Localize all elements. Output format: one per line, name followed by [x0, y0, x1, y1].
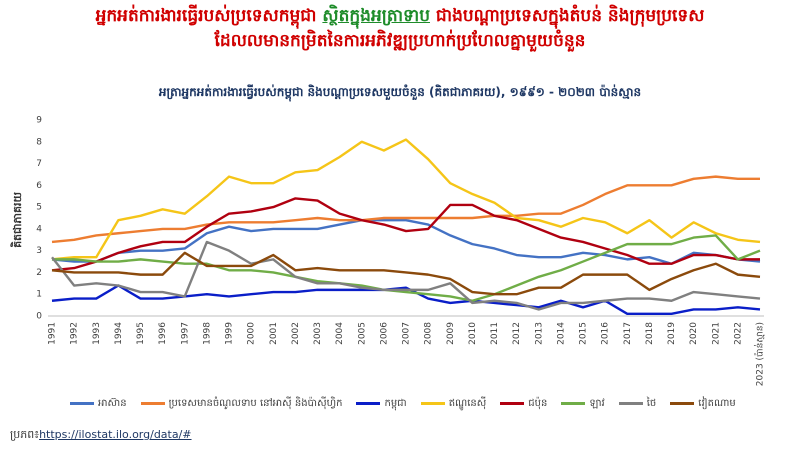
legend-swatch [420, 402, 445, 405]
x-tick-label: 2019 [667, 322, 677, 345]
title-highlight: ស្ថិតក្នុងអត្រាទាប [322, 6, 430, 26]
source-link[interactable]: https://ilostat.ilo.org/data/# [39, 428, 192, 441]
x-tick-label: 1999 [225, 322, 235, 345]
legend-swatch [500, 402, 525, 405]
x-tick-label: 2015 [579, 322, 589, 345]
x-tick-label: 1993 [92, 322, 102, 345]
x-tick-label: 2018 [645, 322, 655, 345]
x-tick-label: 2005 [357, 322, 367, 345]
legend-label: ឥណ្ឌូនេស៊ី [448, 398, 487, 409]
legend-item: ឥណ្ឌូនេស៊ី [420, 396, 487, 411]
legend-label: ប្រទេសមានចំណូលទាប នៅអាស៊ី និងប៉ាស៊ីហ្វិក [168, 398, 343, 409]
legend-label: ឡាវ [589, 398, 605, 409]
legend-swatch [140, 402, 165, 405]
legend-item: វៀតណាម [670, 396, 736, 411]
title-part: ជាងបណ្តាប្រទេសក្នុងតំបន់ និងក្រុមប្រទេស [435, 6, 705, 26]
series-line [51, 240, 761, 311]
x-tick-label: 2013 [534, 322, 544, 345]
x-tick-label: 1992 [70, 322, 80, 345]
x-tick-label: 2001 [269, 322, 279, 345]
source: ប្រភព៖https://ilostat.ilo.org/data/# [10, 428, 192, 444]
x-tick-label: 2008 [424, 322, 434, 345]
x-tick-label: 2021 [711, 322, 721, 345]
title-part: អ្នកអត់ការងារធ្វើរបស់ប្រទេសកម្ពុជា [95, 6, 317, 26]
x-tick-label: 2010 [468, 322, 478, 345]
legend-swatch [670, 402, 695, 405]
y-tick-label: 5 [36, 203, 42, 213]
x-tick-label: 2012 [512, 322, 522, 345]
legend-label: អាស៊ាន [98, 398, 127, 409]
legend-item: ថៃ [618, 396, 657, 411]
series-line [51, 138, 761, 261]
legend-label: ថៃ [646, 398, 657, 409]
x-tick-label: 2023 (ប៉ាន់ស្មាន) [754, 322, 766, 386]
x-tick-label: 1995 [136, 322, 146, 345]
x-tick-label: 2007 [402, 322, 412, 345]
x-tick-label: 1998 [202, 322, 212, 345]
y-tick-label: 6 [36, 181, 42, 191]
y-tick-label: 9 [36, 116, 42, 126]
x-tick-label: 2016 [601, 322, 611, 345]
legend-label: ជប៉ុន [528, 398, 548, 409]
y-tick-label: 0 [36, 312, 42, 322]
x-tick-label: 1996 [158, 322, 168, 345]
y-axis-label: គិតជាភាគរយ [10, 192, 24, 248]
source-label: ប្រភព៖ [10, 428, 40, 441]
y-tick-label: 2 [36, 268, 42, 278]
y-tick-label: 7 [36, 159, 42, 169]
legend-swatch [561, 402, 586, 405]
x-tick-label: 2004 [335, 322, 345, 345]
x-tick-label: 2022 [733, 322, 743, 345]
y-tick-label: 4 [36, 224, 42, 234]
legend-item: ឡាវ [561, 396, 605, 411]
y-tick-label: 3 [36, 246, 42, 256]
x-tick-label: 2000 [247, 322, 257, 345]
chart-title: អ្នកអត់ការងារធ្វើរបស់ប្រទេសកម្ពុជា ស្ថិត… [0, 4, 800, 54]
legend-label: វៀតណាម [698, 398, 736, 409]
legend-item: ប្រទេសមានចំណូលទាប នៅអាស៊ី និងប៉ាស៊ីហ្វិក [140, 396, 343, 411]
x-tick-label: 2006 [379, 322, 389, 345]
x-tick-label: 2002 [291, 322, 301, 345]
series-line [52, 234, 761, 302]
y-tick-label: 1 [36, 290, 42, 300]
series-line [51, 218, 761, 265]
legend-label: កម្ពុជា [384, 398, 407, 409]
legend-item: កម្ពុជា [356, 396, 407, 411]
chart-subtitle: អត្រាអ្នកអត់ការងារធ្វើរបស់កម្ពុជា និងបណ្… [158, 85, 642, 99]
series-line [51, 251, 761, 296]
x-tick-label: 1991 [48, 322, 58, 345]
legend: អាស៊ាន ប្រទេសមានចំណូលទាប នៅអាស៊ី និងប៉ាស៊… [70, 396, 770, 411]
x-tick-label: 2003 [313, 322, 323, 345]
legend-item: អាស៊ាន [70, 396, 127, 411]
legend-item: ជប៉ុន [500, 396, 547, 411]
title-part: ដែលលមានកម្រិតនៃការអភិវឌ្ឍប្រហាក់ប្រហែលគ្… [214, 31, 586, 51]
legend-swatch [356, 402, 381, 405]
x-tick-label: 1997 [180, 322, 190, 345]
series-line [51, 175, 760, 244]
series-line [51, 197, 760, 272]
legend-swatch [70, 402, 94, 405]
x-tick-label: 2017 [623, 322, 633, 345]
series-line [51, 284, 761, 316]
x-tick-label: 2009 [446, 322, 456, 345]
x-tick-label: 2020 [689, 322, 699, 345]
x-tick-label: 2014 [556, 322, 566, 345]
x-tick-label: 2011 [490, 322, 500, 345]
legend-swatch [618, 402, 643, 405]
x-tick-label: 1994 [114, 322, 124, 345]
y-tick-label: 8 [36, 137, 42, 147]
